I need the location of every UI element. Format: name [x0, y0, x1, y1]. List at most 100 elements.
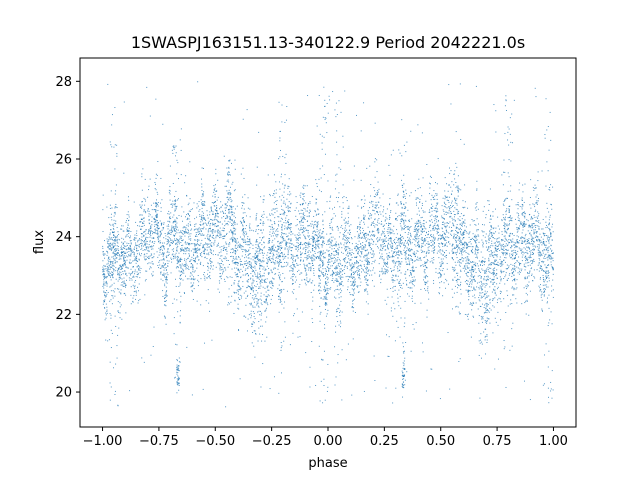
- data-point: [346, 242, 348, 244]
- data-point: [269, 249, 271, 251]
- data-point: [267, 259, 269, 261]
- data-point: [261, 279, 263, 281]
- data-point: [284, 228, 286, 230]
- data-point: [224, 185, 226, 187]
- data-point: [253, 345, 255, 347]
- data-point: [308, 246, 310, 248]
- data-point: [358, 240, 360, 242]
- data-point: [369, 201, 371, 203]
- data-point: [312, 262, 314, 264]
- data-point: [159, 249, 161, 251]
- data-point: [475, 257, 477, 259]
- data-point: [283, 240, 285, 242]
- data-point: [204, 249, 206, 251]
- data-point: [212, 234, 214, 236]
- data-point: [284, 239, 286, 241]
- data-point: [501, 244, 503, 246]
- data-point: [362, 227, 364, 229]
- data-point: [215, 235, 217, 237]
- data-point: [344, 272, 346, 274]
- data-point: [257, 225, 259, 227]
- data-point: [547, 247, 549, 249]
- data-point: [134, 271, 136, 273]
- data-point: [493, 273, 495, 275]
- data-point: [114, 253, 116, 255]
- data-point: [340, 276, 342, 278]
- data-point: [371, 222, 373, 224]
- data-point: [305, 238, 307, 240]
- data-point: [364, 259, 366, 261]
- data-point: [323, 275, 325, 277]
- data-point: [409, 286, 411, 288]
- data-point: [358, 291, 360, 293]
- data-point: [225, 241, 227, 243]
- data-point: [532, 259, 534, 261]
- data-point: [450, 233, 452, 235]
- data-point: [195, 244, 197, 246]
- data-point: [234, 224, 236, 226]
- data-point: [357, 237, 359, 239]
- data-point: [513, 258, 515, 260]
- data-point: [295, 279, 297, 281]
- data-point: [232, 259, 234, 261]
- data-point: [488, 295, 490, 297]
- data-point: [269, 252, 271, 254]
- data-point: [254, 356, 256, 358]
- data-point: [516, 239, 518, 241]
- data-point: [270, 303, 272, 305]
- data-point: [415, 197, 417, 199]
- data-point: [415, 266, 417, 268]
- data-point: [239, 287, 241, 289]
- data-point: [322, 268, 324, 270]
- data-point: [130, 253, 132, 255]
- data-point: [540, 254, 542, 256]
- data-point: [453, 292, 455, 294]
- data-point: [218, 263, 220, 265]
- data-point: [508, 224, 510, 226]
- data-point: [337, 307, 339, 309]
- data-point: [535, 187, 537, 189]
- data-point: [157, 232, 159, 234]
- data-point: [247, 236, 249, 238]
- data-point: [471, 261, 473, 263]
- data-point: [257, 340, 259, 342]
- data-point: [461, 218, 463, 220]
- data-point: [312, 264, 314, 266]
- data-point: [247, 278, 249, 280]
- data-point: [255, 241, 257, 243]
- data-point: [474, 236, 476, 238]
- data-point: [485, 280, 487, 282]
- data-point: [480, 251, 482, 253]
- data-point: [366, 267, 368, 269]
- data-point: [355, 271, 357, 273]
- data-point: [304, 236, 306, 238]
- data-point: [413, 280, 415, 282]
- data-point: [251, 284, 253, 286]
- data-point: [452, 243, 454, 245]
- data-point: [386, 261, 388, 263]
- data-point: [114, 207, 116, 209]
- data-point: [524, 224, 526, 226]
- data-point: [276, 229, 278, 231]
- data-point: [420, 230, 422, 232]
- data-point: [141, 218, 143, 220]
- data-point: [363, 257, 365, 259]
- data-point: [180, 301, 182, 303]
- data-point: [435, 193, 437, 195]
- data-point: [229, 174, 231, 176]
- data-point: [264, 281, 266, 283]
- data-point: [287, 193, 289, 195]
- data-point: [189, 198, 191, 200]
- data-point: [415, 235, 417, 237]
- data-point: [272, 245, 274, 247]
- data-point: [218, 252, 220, 254]
- data-point: [266, 285, 268, 287]
- data-point: [524, 225, 526, 227]
- data-point: [200, 199, 202, 201]
- data-point: [211, 230, 213, 232]
- data-point: [433, 239, 435, 241]
- data-point: [175, 226, 177, 228]
- data-point: [529, 204, 531, 206]
- data-point: [180, 270, 182, 272]
- data-point: [340, 242, 342, 244]
